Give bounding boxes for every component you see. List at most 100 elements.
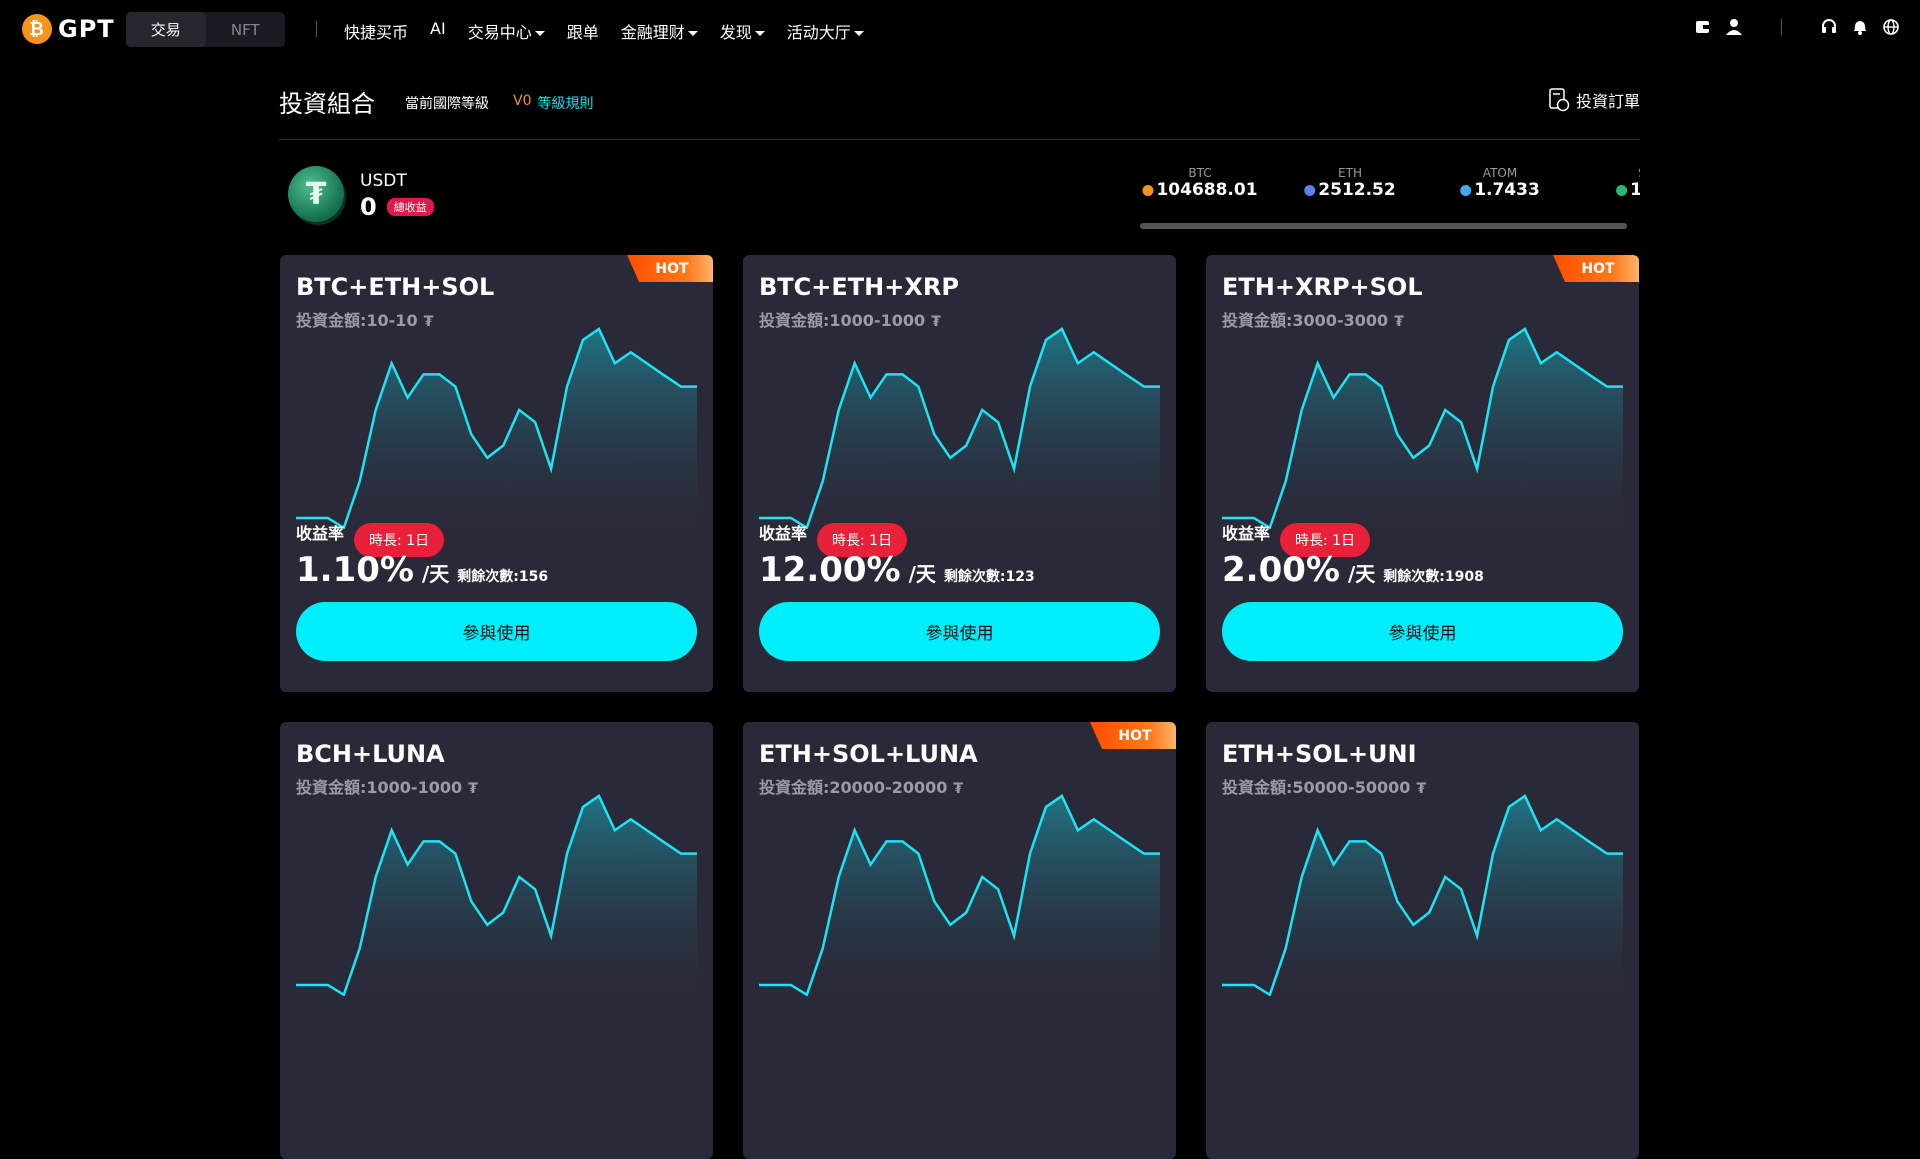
rate-value: 2.00% (1222, 550, 1340, 590)
nav-link[interactable]: 活动大厅 (787, 19, 864, 43)
duration-badge: 時長: 1日 (817, 523, 908, 557)
card-amount: 投資金額:50000-50000 ₮ (1222, 774, 1426, 798)
card-title: ETH+SOL+UNI (1222, 740, 1417, 768)
product-card: BCH+LUNA 投資金額:1000-1000 ₮ (280, 722, 713, 1159)
hot-badge: HOT (1090, 722, 1176, 749)
page: ₿ GPT 交易 NFT 快捷买币 AI 交易中心 跟单 金融理财 发现 活动大厅 投資組合 … (0, 0, 1920, 945)
remaining: 剩餘次數:123 (943, 569, 1035, 585)
nav-link[interactable]: AI (430, 19, 446, 38)
ticker-symbol: ETH (1338, 166, 1362, 180)
card-title: ETH+SOL+LUNA (759, 740, 978, 768)
rate-value: 12.00% (759, 550, 901, 590)
usdt-icon: ₮ (288, 166, 344, 222)
card-title: BTC+ETH+SOL (296, 273, 495, 301)
join-button[interactable]: 參與使用 (1222, 602, 1623, 661)
card-amount: 投資金額:1000-1000 ₮ (296, 774, 478, 798)
amount-unit: ₮ (931, 314, 941, 330)
ticker-symbol: SOL (1616, 166, 1640, 180)
join-button[interactable]: 參與使用 (759, 602, 1160, 661)
nav-link[interactable]: 发现 (720, 19, 765, 43)
separator (316, 21, 317, 37)
ticker[interactable]: ATOM 1.7433 (1460, 166, 1540, 200)
ticker-price-row: 104688.01 (1142, 180, 1258, 200)
product-card: BTC+ETH+XRP 投資金額:1000-1000 ₮ 收益率 時長: 1日 12.00… (743, 255, 1176, 692)
duration-badge: 時長: 1日 (354, 523, 445, 557)
nav-link[interactable]: 交易中心 (468, 19, 545, 43)
remaining: 剩餘次數:156 (457, 569, 549, 585)
balance-amount: 0 (360, 193, 377, 221)
rate-unit: /天 (1347, 562, 1376, 586)
balance: 0 總收益 (360, 193, 434, 221)
nav-link[interactable]: 快捷买币 (344, 23, 409, 42)
separator (1781, 19, 1782, 35)
ticker-price: 1.273 (1630, 180, 1640, 200)
orders-link[interactable]: 投資訂單 (1548, 88, 1640, 112)
join-button[interactable]: 參與使用 (296, 602, 697, 661)
amount-unit: ₮ (1394, 314, 1404, 330)
amount-unit: ₮ (1416, 781, 1427, 797)
bell-icon[interactable] (1852, 18, 1868, 36)
ticker-price: 1.7433 (1474, 180, 1540, 200)
coin-dot (1460, 184, 1472, 196)
balance-badge: 總收益 (386, 198, 434, 216)
ticker-symbol: ATOM (1482, 166, 1518, 180)
tab[interactable]: NFT (230, 20, 260, 39)
logo[interactable]: ₿ GPT (22, 14, 115, 44)
user-icon[interactable] (1725, 18, 1743, 36)
ticker-price-row: 1.273 (1616, 180, 1640, 200)
rate-row: 12.00% /天 剩餘次數:123 (759, 550, 1035, 590)
tabs: 交易 NFT (126, 12, 285, 47)
hot-badge: HOT (1553, 255, 1639, 282)
tab[interactable]: 交易 (126, 12, 206, 47)
logo-icon: ₿ (22, 14, 52, 44)
card-title: BTC+ETH+XRP (759, 273, 959, 301)
rate-unit: /天 (908, 562, 936, 586)
ticker[interactable]: BTC 104688.01 (1142, 166, 1258, 200)
language-icon[interactable] (1882, 18, 1900, 36)
amount-unit: ₮ (953, 781, 964, 797)
level-info: 當前國際等級 V0 等級規則 (405, 93, 593, 113)
scrollbar (1140, 223, 1627, 229)
amount-text: 投資金額:1000-1000 (296, 778, 463, 797)
sparkline (296, 324, 697, 529)
orders-label: 投資訂單 (1575, 92, 1640, 111)
card-amount: 投資金額:10-10 ₮ (296, 307, 433, 331)
ticker-price-row: 2512.52 (1304, 180, 1396, 200)
ticker-symbol: BTC (1188, 166, 1212, 180)
ticker[interactable]: ETH 2512.52 (1304, 166, 1396, 200)
amount-text: 投資金額:50000-50000 (1222, 778, 1411, 797)
page-title: 投資組合 (279, 90, 375, 118)
balance-currency: USDT (360, 171, 407, 191)
amount-unit: ₮ (468, 781, 478, 797)
product-card: BTC+ETH+SOL 投資金額:10-10 ₮ HOT 收益率 時長: 1日 1.10% /… (280, 255, 713, 692)
amount-text: 投資金額:20000-20000 (759, 778, 948, 797)
card-amount: 投資金額:1000-1000 ₮ (759, 307, 941, 331)
sparkline (1222, 791, 1623, 996)
support-icon[interactable] (1820, 18, 1838, 36)
amount-unit: ₮ (423, 314, 434, 330)
level-rules-link[interactable]: 等級規則 (537, 96, 594, 112)
wallet-icon[interactable] (1695, 19, 1711, 35)
navbar: ₿ GPT 交易 NFT 快捷买币 AI 交易中心 跟单 金融理财 发现 活动大厅 (0, 0, 1920, 59)
amount-text: 投資金額:10-10 (296, 311, 418, 330)
card-title: ETH+XRP+SOL (1222, 273, 1423, 301)
ticker-price-row: 1.7433 (1460, 180, 1540, 200)
amount-text: 投資金額:3000-3000 (1222, 311, 1389, 330)
divider (279, 139, 1640, 140)
ticker[interactable]: SOL1.273 (1616, 166, 1640, 200)
sparkline (759, 791, 1160, 996)
nav-link[interactable]: 跟单 (566, 23, 599, 42)
nav-links: 快捷买币 AI 交易中心 跟单 金融理财 发现 活动大厅 (344, 19, 864, 43)
product-card: ETH+SOL+UNI 投資金額:50000-50000 ₮ (1206, 722, 1639, 1159)
rate-label: 收益率 (759, 524, 808, 543)
sparkline (1222, 324, 1623, 529)
rate-row: 1.10% /天 剩餘次數:156 (296, 550, 548, 590)
sparkline (296, 791, 697, 996)
coin-dot (1142, 184, 1154, 196)
amount-text: 投資金額:1000-1000 (759, 311, 926, 330)
card-amount: 投資金額:20000-20000 ₮ (759, 774, 963, 798)
rate-unit: /天 (421, 562, 450, 586)
product-card: ETH+XRP+SOL 投資金額:3000-3000 ₮ HOT 收益率 時長: 1日 2.… (1206, 255, 1639, 692)
coin-dot (1304, 184, 1316, 196)
nav-link[interactable]: 金融理财 (621, 19, 698, 43)
